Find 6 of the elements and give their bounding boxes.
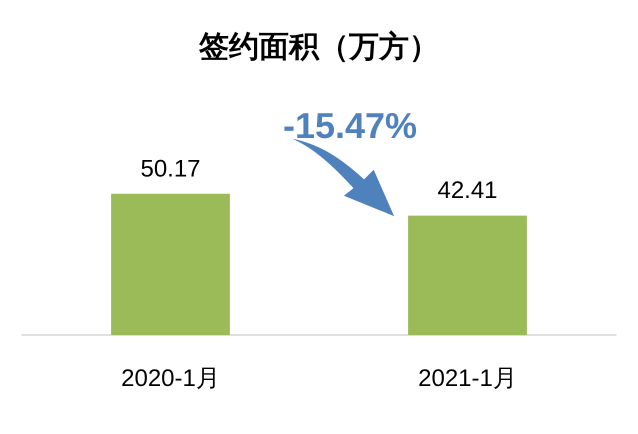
- data-label: 50.17: [140, 155, 201, 182]
- chart-title: 签约面积（万方）: [198, 29, 439, 64]
- x-tick-label: 2020-1月: [121, 365, 220, 392]
- data-label: 42.41: [437, 177, 498, 204]
- x-tick-label: 2021-1月: [418, 365, 517, 392]
- text: -15.47%: [282, 104, 418, 146]
